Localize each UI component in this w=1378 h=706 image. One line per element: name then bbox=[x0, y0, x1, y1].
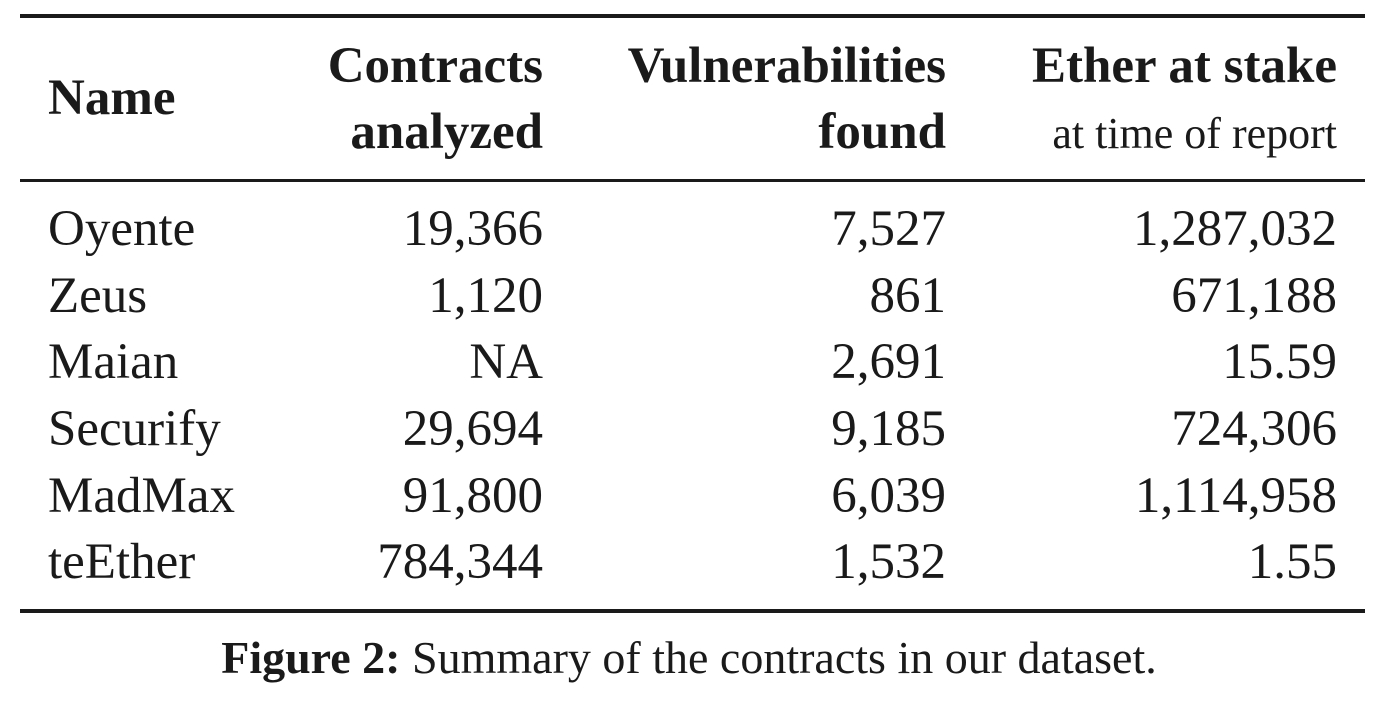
cell-ether: 1,287,032 bbox=[1133, 201, 1337, 257]
caption-label: Figure 2: bbox=[221, 632, 401, 683]
header-vulns-line2: found bbox=[818, 104, 946, 160]
cell-name: Maian bbox=[48, 334, 179, 390]
table-bottom-rule bbox=[20, 609, 1365, 613]
cell-name: Securify bbox=[48, 401, 221, 457]
cell-ether: 15.59 bbox=[1222, 334, 1337, 390]
table-header-rule bbox=[20, 179, 1365, 182]
cell-contracts: 784,344 bbox=[377, 534, 543, 590]
cell-vulns: 1,532 bbox=[831, 534, 946, 590]
header-name: Name bbox=[48, 70, 176, 126]
cell-name: Zeus bbox=[48, 268, 148, 324]
cell-name: MadMax bbox=[48, 468, 235, 524]
header-contracts-line2: analyzed bbox=[350, 104, 543, 160]
header-contracts-line1: Contracts bbox=[327, 38, 543, 94]
cell-contracts: 1,120 bbox=[428, 268, 543, 324]
caption-text: Summary of the contracts in our dataset. bbox=[400, 632, 1157, 683]
figure-caption: Figure 2: Summary of the contracts in ou… bbox=[0, 628, 1378, 688]
cell-ether: 1.55 bbox=[1247, 534, 1337, 590]
header-ether-line1: Ether at stake bbox=[1031, 38, 1337, 94]
cell-contracts: 29,694 bbox=[402, 401, 543, 457]
header-ether-line2: at time of report bbox=[1052, 109, 1337, 158]
cell-contracts: 19,366 bbox=[402, 201, 543, 257]
cell-ether: 671,188 bbox=[1171, 268, 1337, 324]
cell-vulns: 6,039 bbox=[831, 468, 946, 524]
cell-vulns: 7,527 bbox=[831, 201, 946, 257]
cell-vulns: 2,691 bbox=[831, 334, 946, 390]
cell-vulns: 861 bbox=[869, 268, 947, 324]
cell-vulns: 9,185 bbox=[831, 401, 946, 457]
cell-name: teEther bbox=[48, 534, 196, 590]
cell-name: Oyente bbox=[48, 201, 196, 257]
cell-contracts: 91,800 bbox=[402, 468, 543, 524]
cell-ether: 724,306 bbox=[1171, 401, 1337, 457]
cell-contracts: NA bbox=[469, 334, 543, 390]
table-top-rule bbox=[20, 14, 1365, 18]
cell-ether: 1,114,958 bbox=[1134, 468, 1337, 524]
header-vulns-line1: Vulnerabilities bbox=[627, 38, 946, 94]
